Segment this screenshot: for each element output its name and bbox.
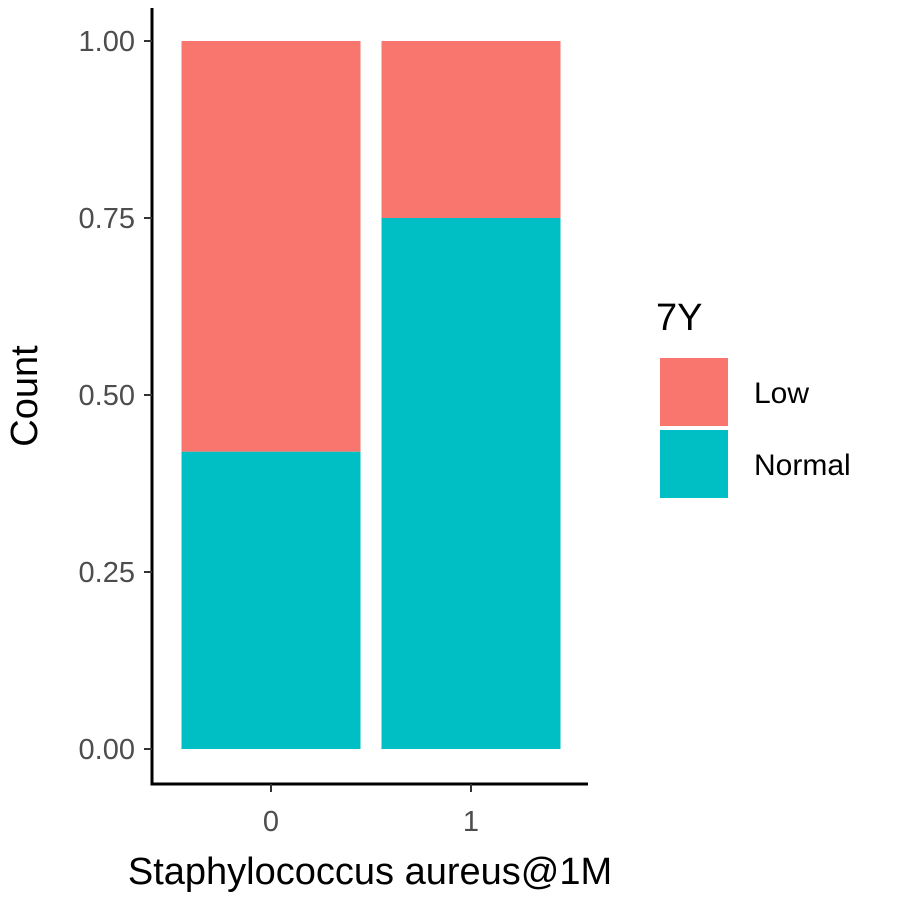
bar-normal-0 — [181, 451, 361, 749]
y-tick-label: 1.00 — [79, 26, 135, 58]
x-tick-label: 0 — [263, 806, 279, 838]
legend-key-normal — [660, 430, 728, 498]
x-tick-label: 1 — [463, 806, 479, 838]
bar-low-1 — [381, 41, 561, 218]
y-tick-label: 0.00 — [79, 734, 135, 766]
legend-label-normal: Normal — [754, 449, 851, 482]
bar-low-0 — [181, 41, 361, 452]
legend-title: 7Y — [656, 297, 702, 339]
y-tick-label: 0.75 — [79, 203, 135, 235]
axes-layer — [150, 8, 588, 786]
legend: 7Y Low Normal — [656, 297, 851, 498]
y-tick-label: 0.25 — [79, 557, 135, 589]
y-ticks: 0.00 0.25 0.50 0.75 1.00 — [79, 26, 152, 766]
x-axis-title: Staphylococcus aureus@1M — [128, 851, 612, 893]
y-tick-label: 0.50 — [79, 380, 135, 412]
bar-normal-1 — [381, 218, 561, 749]
legend-key-low — [660, 358, 728, 426]
y-axis-title: Count — [4, 345, 46, 447]
bars-layer — [181, 41, 561, 749]
legend-label-low: Low — [754, 377, 809, 410]
